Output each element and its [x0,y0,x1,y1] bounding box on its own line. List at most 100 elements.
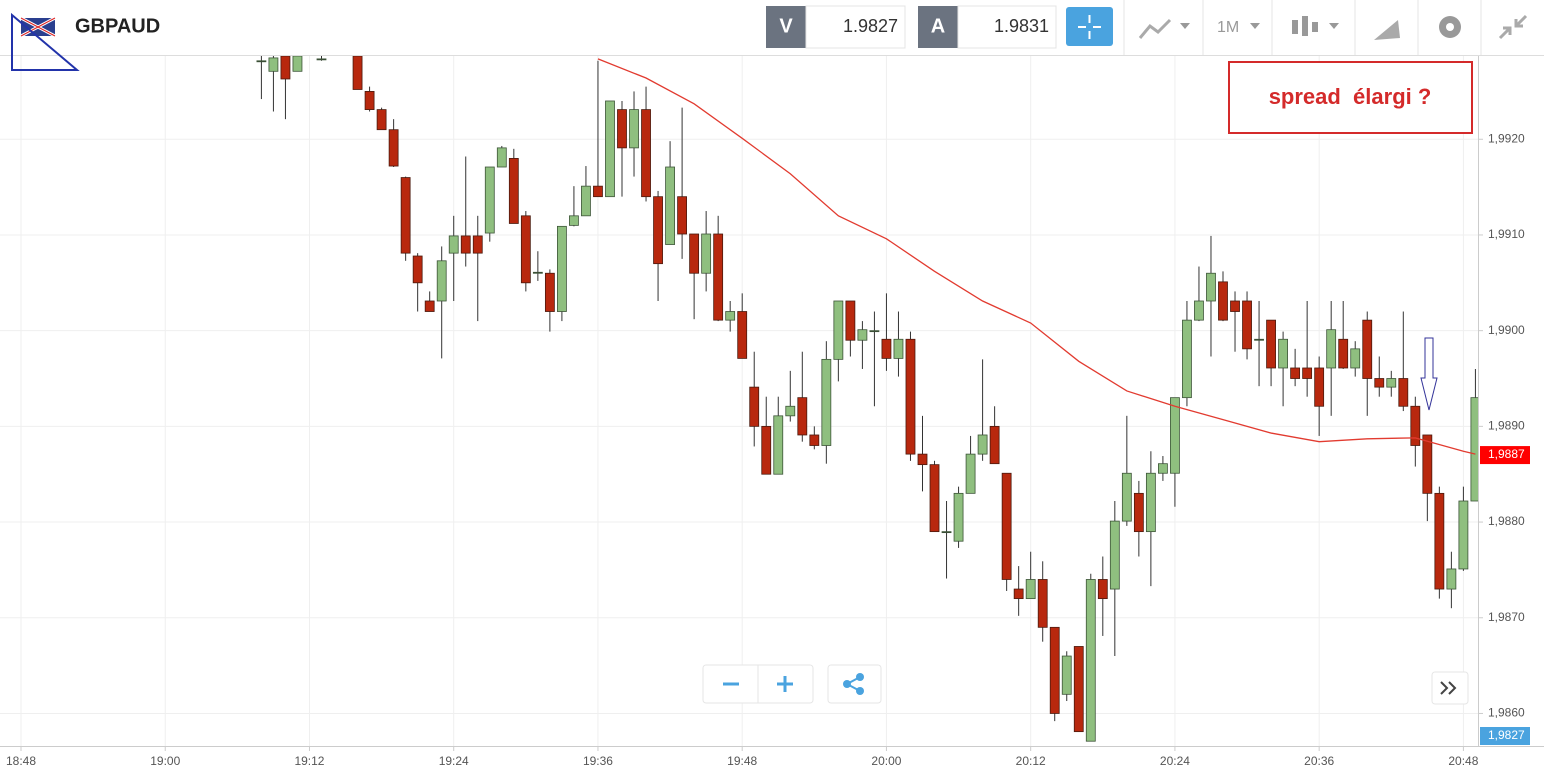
drawing-tool-icon[interactable] [1374,20,1400,40]
dropdown-caret [1180,23,1190,29]
sell-price-box [805,5,906,49]
candle-body [809,434,820,446]
candle-body [376,109,387,131]
zoom-in[interactable] [777,676,793,692]
candle-body [1194,300,1204,321]
candle-body [1398,378,1409,407]
candle-body [653,196,663,265]
candle-body [1085,579,1096,742]
candle-body [941,531,952,534]
candle-body [1278,338,1288,369]
chart-type-icon[interactable] [1138,18,1172,39]
candle-body [1410,405,1421,446]
candle-body [1254,338,1264,341]
candle-body [1013,588,1024,600]
candle-body [1230,300,1240,312]
candle-body [460,235,471,254]
candle-body [605,100,615,198]
price-badge-label: 1,9887 [1488,447,1525,461]
candle-body [857,329,868,341]
share-lines [846,676,861,692]
candle-body [1362,319,1373,379]
buy-button[interactable] [918,6,958,48]
candle-body [1446,568,1457,590]
candle-body [737,311,748,359]
candle-body [569,215,579,226]
candle-body [412,255,423,284]
candle-body [1182,319,1192,399]
candle-body [352,56,363,90]
share-button[interactable] [827,664,882,704]
dropdown-caret [1250,23,1260,29]
candle-body [1434,492,1445,590]
y-tick-label: 1,9900 [1488,323,1525,337]
candle-body [1290,367,1301,379]
candle-body [1109,520,1120,590]
candle-body [1350,348,1361,369]
candle-body [881,338,892,359]
candle-body [1061,655,1072,695]
timeframe[interactable]: 1M [1217,19,1239,36]
candle-body [797,397,808,436]
candle-body [917,453,928,466]
candle-body [785,405,796,417]
scroll-end-icon [1440,681,1457,695]
crosshair-button[interactable] [1066,7,1113,46]
candle-body [256,60,267,63]
candle-body [1302,367,1313,379]
x-tick-label: 19:00 [150,754,180,768]
candle-body [953,492,964,542]
drawn-triangle [11,12,80,71]
axes: 1,9860 1,9870 1,9880 1,9890 1,9900 1,9910 1,99… [6,131,1530,768]
candle-body [821,358,832,446]
candle-body [725,311,736,321]
candle-body [845,300,856,341]
y-tick-label: 1,9890 [1488,419,1525,433]
candle-body [316,58,327,61]
candle-body [1097,579,1108,600]
candle-body [1073,646,1084,733]
buy-price-box [957,5,1057,49]
annotation: spread élargi ? [1269,84,1432,109]
y-tick-label: 1,9920 [1488,131,1525,145]
candle-body [268,57,279,72]
settings-icon-hole [1446,23,1454,31]
y-tick-label: 1,9880 [1488,514,1525,528]
sell-button[interactable] [766,6,806,48]
buy-price: 1.9831 [994,16,1049,36]
candle-body [1025,579,1036,600]
toolbar-dividers [1123,0,1482,55]
candle-body [593,185,603,198]
candle-body [965,453,976,494]
candle-body [424,300,435,312]
candle-body [713,233,724,321]
candle-body [689,233,700,274]
candle-body [544,272,555,312]
arrow-annotation [1420,337,1438,411]
x-tick-label: 19:48 [727,754,757,768]
candle-body [508,157,519,224]
x-tick-label: 18:48 [6,754,36,768]
x-tick-label: 20:36 [1304,754,1334,768]
candle-body [1121,472,1132,522]
candle-body [1338,338,1349,369]
candle-body [1218,281,1228,321]
candle-body [1386,378,1397,388]
scroll-end-button[interactable] [1431,671,1469,705]
candle-body [436,260,447,302]
candle-body [641,109,651,198]
price-badge [1480,446,1530,465]
candle-body [1266,319,1276,369]
candle-body [773,415,784,475]
candle-body [1470,397,1478,502]
candle-body [929,464,940,533]
collapse-icon[interactable] [1498,14,1528,40]
candle-body [1001,472,1012,580]
candle-body [1145,472,1156,533]
x-tick-label: 20:00 [871,754,901,768]
candle-body [292,56,303,72]
candle-style-icon[interactable] [1292,16,1318,36]
flag-cross-red [20,17,56,37]
candle-body [1314,367,1325,407]
